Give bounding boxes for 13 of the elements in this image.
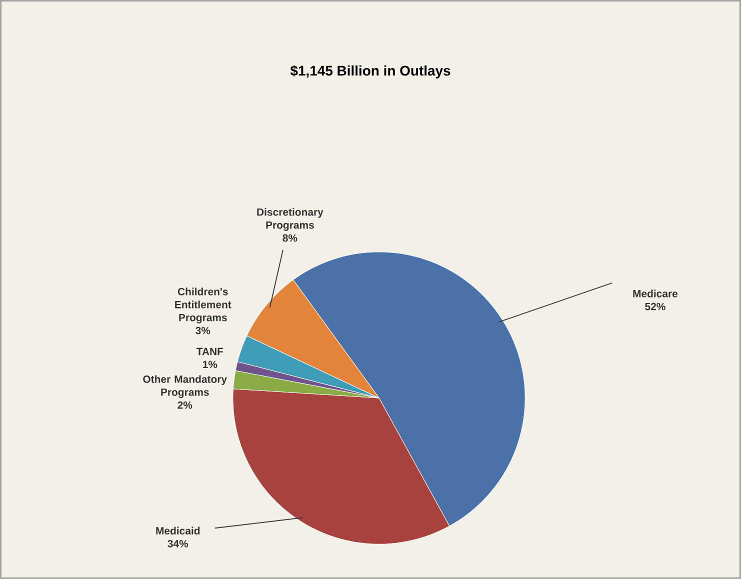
data-label: 2% [178,401,192,409]
slice-label: Medicare [633,290,678,298]
chart-title: $1,145 Billion in Outlays [290,65,450,78]
data-label: 34% [168,540,188,548]
slice-label: TANF [196,348,224,356]
slice-label: Discretionary Programs [257,208,324,231]
data-label: 3% [196,326,210,334]
slice-label: Children's Entitlement Programs [175,288,232,324]
data-label: 8% [282,234,298,242]
slice-label: Other Mandatory Programs [143,375,227,398]
slice-label: Medicaid [156,526,200,535]
data-label: 1% [202,360,218,368]
data-label: 52% [645,302,666,310]
